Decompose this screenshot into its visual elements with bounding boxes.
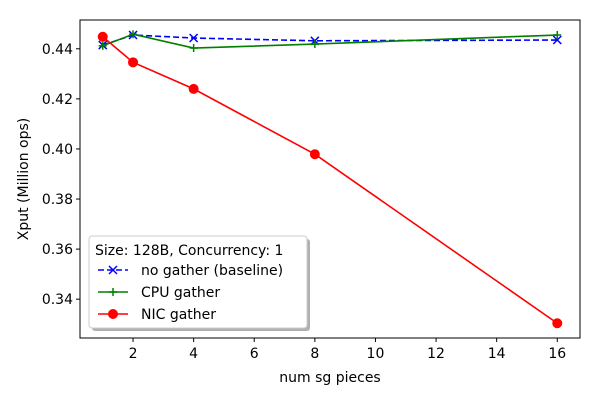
x-tick-label: 6 xyxy=(250,346,259,362)
legend-entry: CPU gather xyxy=(98,285,220,301)
y-tick-label: 0.40 xyxy=(42,142,73,158)
y-axis-label: Xput (Million ops) xyxy=(16,118,32,241)
y-tick-label: 0.42 xyxy=(42,92,73,108)
data-point xyxy=(129,30,138,39)
x-tick-label: 14 xyxy=(488,346,506,362)
legend-label: NIC gather xyxy=(141,307,216,323)
data-point xyxy=(97,31,108,42)
data-point xyxy=(128,57,139,68)
data-point xyxy=(552,35,562,45)
legend-label: no gather (baseline) xyxy=(141,263,283,279)
legend: Size: 128B, Concurrency: 1 no gather (bas… xyxy=(88,235,310,331)
legend-marker xyxy=(109,288,117,296)
y-tick-label: 0.36 xyxy=(42,242,73,258)
legend-label: CPU gather xyxy=(141,285,220,301)
y-tick-label: 0.44 xyxy=(42,42,73,58)
legend-marker xyxy=(108,309,118,319)
data-point xyxy=(309,149,320,160)
plot-frame xyxy=(79,19,581,339)
legend-title: Size: 128B, Concurrency: 1 xyxy=(95,243,283,259)
x-tick-label: 16 xyxy=(548,346,566,362)
x-tick-label: 12 xyxy=(427,346,445,362)
x-tick-label: 2 xyxy=(129,346,138,362)
legend-entry: NIC gather xyxy=(98,307,216,323)
data-point xyxy=(553,31,562,40)
series-layer xyxy=(97,30,563,329)
data-point xyxy=(188,83,199,94)
data-point xyxy=(552,318,563,329)
series-x-0 xyxy=(98,30,562,50)
data-point xyxy=(98,41,107,50)
legend-marker xyxy=(108,265,118,275)
series-plus-1 xyxy=(98,30,562,53)
y-tick-label: 0.38 xyxy=(42,192,73,208)
data-point xyxy=(189,44,198,53)
axes-layer: 2 4 6 8 10 12 14 16 0.34 0.36 0.38 0.40 0.42 0.44 xyxy=(42,19,581,362)
data-point xyxy=(189,33,199,43)
y-tick-label: 0.34 xyxy=(42,292,73,308)
data-point xyxy=(310,40,319,49)
x-tick-label: 10 xyxy=(367,346,385,362)
x-axis-label: num sg pieces xyxy=(279,370,380,386)
x-tick-label: 8 xyxy=(310,346,319,362)
series-circle-2 xyxy=(97,31,563,329)
legend-box xyxy=(88,235,308,329)
legend-entry: no gather (baseline) xyxy=(98,263,283,279)
x-tick-label: 4 xyxy=(189,346,198,362)
